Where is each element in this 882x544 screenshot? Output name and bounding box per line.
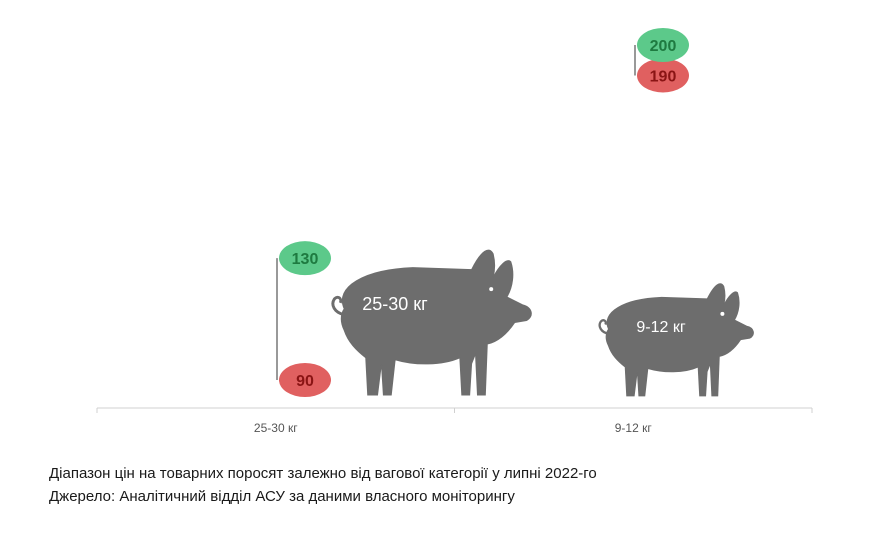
pig-icon <box>331 248 533 397</box>
price-range-chart: 25-30 кг 9-12 кг 25-30 кг 9-12 кг 90 190 130… <box>96 28 813 435</box>
value-label: 130 <box>292 251 319 268</box>
value-marker <box>279 363 331 397</box>
value-marker <box>637 58 689 93</box>
chart-source: Джерело: Аналітичний відділ АСУ за даним… <box>49 488 515 505</box>
pig-icon <box>598 282 755 398</box>
x-tick-label: 25-30 кг <box>254 421 298 435</box>
pig-label: 25-30 кг <box>362 294 428 314</box>
value-label: 90 <box>296 373 314 390</box>
value-marker <box>279 241 331 276</box>
x-tick-label: 9-12 кг <box>615 421 653 435</box>
pig-label: 9-12 кг <box>636 319 685 336</box>
chart-caption: Діапазон цін на товарних поросят залежно… <box>49 465 597 482</box>
value-marker <box>637 28 689 62</box>
pig-eye <box>489 287 494 292</box>
value-label: 190 <box>650 68 677 85</box>
pig-eye <box>720 311 725 316</box>
value-label: 200 <box>650 38 677 55</box>
